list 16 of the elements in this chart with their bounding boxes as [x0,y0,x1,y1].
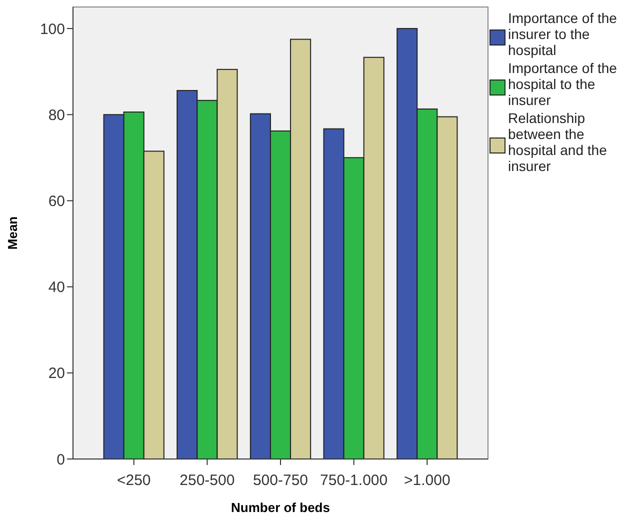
y-tick-label: 60 [48,192,65,210]
legend-label: Relationship between the hospital and the insurer [508,110,608,174]
y-tick-label: 20 [48,365,65,382]
legend-label: Importance of the insurer to the hospital [508,10,618,58]
y-tick-label: 40 [48,279,65,296]
x-tick-label: 250-500 [180,472,235,489]
x-axis-title: Number of beds [231,500,330,515]
y-axis-title: Mean [5,216,20,250]
x-tick-label: <250 [116,472,151,489]
x-tick-label: 750-1.000 [320,472,388,489]
y-tick-label: 0 [56,451,65,468]
x-tick-label: >1.000 [404,472,450,489]
x-tick-label: 500-750 [252,472,308,489]
y-tick-label: 80 [48,106,65,124]
legend-label: Importance of the hospital to the insurer [508,60,618,108]
y-tick-label: 100 [40,20,65,38]
